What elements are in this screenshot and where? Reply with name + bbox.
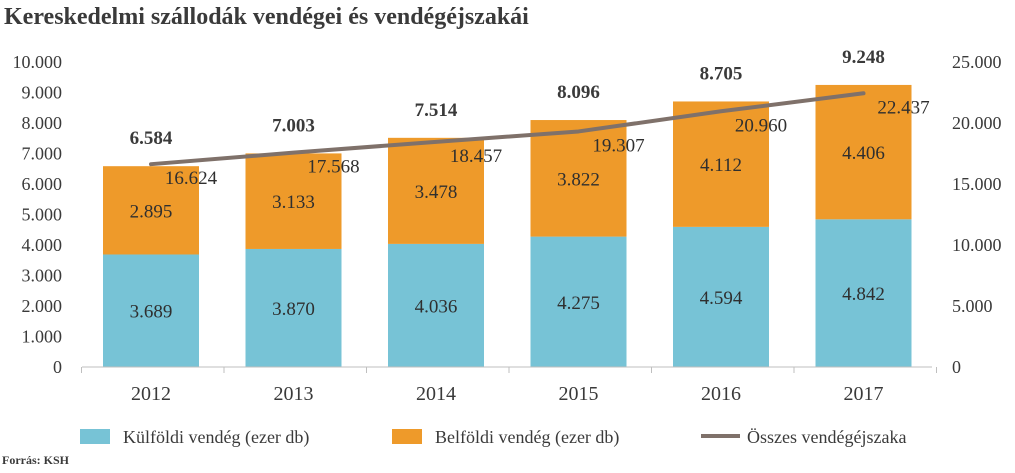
line-series-group [149, 91, 866, 167]
legend-label-nights: Összes vendégéjszaka [747, 427, 906, 447]
bar-label-domestic: 3.478 [415, 182, 458, 203]
y-left-tick-label: 10.000 [13, 52, 63, 72]
bar-foreign [815, 219, 912, 367]
line-point-label: 17.568 [307, 157, 359, 178]
y-right-tick-label: 25.000 [952, 52, 1002, 72]
legend-label-foreign: Külföldi vendég (ezer db) [123, 427, 309, 448]
y-right-tick-label: 0 [952, 357, 961, 377]
bar-total-label: 7.003 [272, 115, 315, 136]
bar-total-label: 9.248 [842, 47, 885, 68]
y-left-tick-label: 2.000 [22, 296, 63, 316]
bar-total-label: 8.096 [557, 82, 600, 103]
y-right-tick-label: 5.000 [952, 296, 993, 316]
bar-label-foreign: 4.036 [415, 296, 458, 317]
x-tick-label: 2016 [701, 383, 741, 405]
bar-label-foreign: 3.870 [272, 299, 315, 320]
bar-foreign [103, 254, 199, 367]
x-axis: 2012 2013 2014 2015 2016 2017 [81, 367, 937, 405]
data-labels-group: 3.689 2.895 6.584 3.870 3.133 7.003 4.036 3.478… [130, 47, 930, 323]
source-note: Forrás: KSH [2, 453, 70, 467]
bar-total-label: 7.514 [415, 100, 458, 121]
legend-swatch-domestic [392, 429, 422, 444]
bar-domestic [530, 120, 627, 237]
bar-label-foreign: 4.594 [700, 288, 743, 309]
bar-domestic [103, 166, 199, 255]
bar-foreign [530, 236, 627, 367]
y-right-tick-label: 15.000 [952, 174, 1002, 194]
bar-label-foreign: 3.689 [130, 302, 173, 323]
x-tick-label: 2017 [844, 383, 884, 405]
x-tick-label: 2012 [131, 383, 171, 405]
y-left-tick-label: 3.000 [22, 266, 63, 286]
bar-label-domestic: 3.133 [272, 192, 315, 213]
bars-group [103, 84, 912, 367]
line-point-label: 19.307 [592, 135, 644, 156]
bar-label-domestic: 2.895 [130, 201, 173, 222]
bar-foreign [673, 226, 769, 367]
bar-label-foreign: 4.275 [557, 293, 600, 314]
y-left-tick-label: 9.000 [22, 83, 63, 103]
bar-domestic [673, 101, 769, 227]
y-left-tick-label: 1.000 [22, 327, 63, 347]
bar-total-label: 6.584 [130, 128, 173, 149]
bar-foreign [245, 248, 342, 367]
line-point-label: 20.960 [735, 115, 787, 136]
line-total-nights [149, 91, 866, 167]
bar-total-label: 8.705 [700, 63, 743, 84]
bar-label-foreign: 4.842 [842, 284, 885, 305]
line-point-label: 18.457 [450, 146, 502, 167]
y-left-tick-label: 4.000 [22, 235, 63, 255]
x-tick-label: 2014 [416, 383, 456, 405]
y-left-tick-label: 5.000 [22, 205, 63, 225]
chart-title: Kereskedelmi szállodák vendégei és vendé… [4, 4, 529, 30]
y-axis-right: 0 5.000 10.000 15.000 20.000 25.000 [952, 52, 1002, 377]
bar-domestic [245, 153, 342, 249]
bar-label-domestic: 4.112 [700, 155, 742, 176]
bar-foreign [388, 243, 484, 367]
bar-label-domestic: 3.822 [557, 169, 600, 190]
y-right-tick-label: 20.000 [952, 113, 1002, 133]
y-axis-left: 0 1.000 2.000 3.000 4.000 5.000 6.000 7.000 8.00… [13, 52, 63, 377]
y-right-tick-label: 10.000 [952, 235, 1002, 255]
x-tick-label: 2013 [274, 383, 314, 405]
legend: Külföldi vendég (ezer db) Belföldi vendé… [80, 427, 906, 448]
y-left-tick-label: 0 [53, 357, 62, 377]
legend-label-domestic: Belföldi vendég (ezer db) [435, 427, 619, 448]
legend-swatch-foreign [80, 429, 110, 444]
line-point-label: 16.624 [165, 168, 218, 189]
bar-domestic [388, 137, 484, 244]
x-tick-label: 2015 [559, 383, 599, 405]
bar-domestic [815, 84, 912, 220]
y-left-tick-label: 8.000 [22, 113, 63, 133]
bar-label-domestic: 4.406 [842, 143, 885, 164]
line-point-label: 22.437 [877, 97, 929, 118]
y-left-tick-label: 7.000 [22, 144, 63, 164]
y-left-tick-label: 6.000 [22, 174, 63, 194]
